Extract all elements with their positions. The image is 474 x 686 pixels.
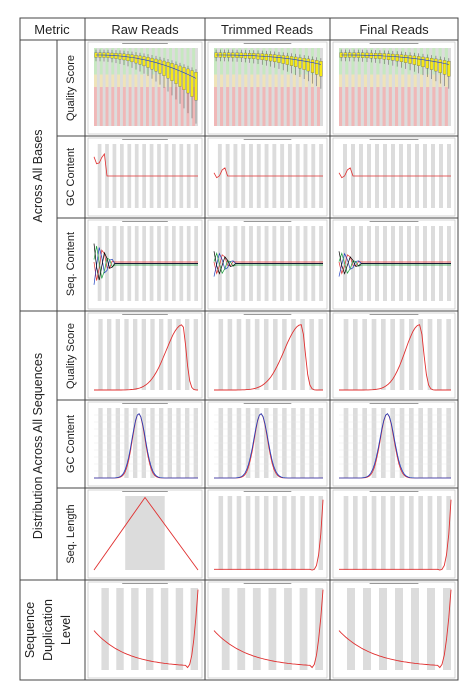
thumb-qbox-2	[332, 41, 456, 135]
thumb-dup-0	[87, 581, 203, 679]
thumb-qdist-1	[207, 312, 328, 399]
thumb-gcbase-0	[87, 137, 203, 217]
thumb-len-2	[332, 489, 456, 579]
group-label-dup-line-2: Duplication	[41, 599, 55, 661]
thumb-gcbase-1	[207, 137, 328, 217]
thumb-dup-2	[332, 581, 456, 679]
row-label-seq-content-bases: Seq. Content	[65, 232, 77, 296]
header-raw-reads: Raw Reads	[111, 22, 179, 37]
group-label-dup-line-3: Level	[59, 615, 73, 645]
thumb-seqcont-0	[87, 219, 203, 310]
table-grid	[19, 17, 459, 681]
row-label-quality-score-dist: Quality Score	[65, 323, 77, 389]
chart-thumbnails	[87, 41, 456, 679]
thumb-gcdist-0	[87, 401, 203, 487]
thumb-len-1	[207, 489, 328, 579]
row-label-quality-score-bases: Quality Score	[65, 55, 77, 121]
thumb-qbox-0	[87, 41, 203, 135]
header-final-reads: Final Reads	[359, 22, 429, 37]
group-label-dup-line-1: Sequence	[23, 602, 37, 658]
thumb-dup-1	[207, 581, 328, 679]
thumb-gcdist-1	[207, 401, 328, 487]
thumb-seqcont-2	[332, 219, 456, 310]
thumb-qdist-2	[332, 312, 456, 399]
thumb-qdist-0	[87, 312, 203, 399]
row-label-gc-content-bases: GC Content	[65, 148, 77, 206]
thumb-gcbase-2	[332, 137, 456, 217]
header-trimmed-reads: Trimmed Reads	[221, 22, 313, 37]
group-label-across-all-bases: Across All Bases	[31, 129, 45, 222]
group-label-distribution: Distribution Across All Sequences	[31, 353, 45, 539]
thumb-gcdist-2	[332, 401, 456, 487]
row-label-gc-content-dist: GC Content	[65, 415, 77, 473]
thumb-seqcont-1	[207, 219, 328, 310]
thumb-len-0	[87, 489, 203, 579]
row-label-seq-length-dist: Seq. Length	[65, 504, 77, 563]
header-metric: Metric	[34, 22, 70, 37]
thumb-qbox-1	[207, 41, 328, 135]
